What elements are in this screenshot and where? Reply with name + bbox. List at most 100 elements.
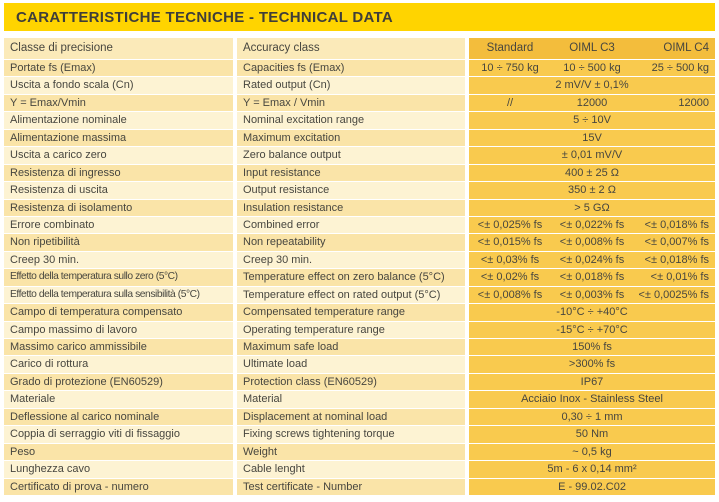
row-label-italian: Resistenza di ingresso [4,164,233,182]
value-all-columns: E - 99.02.C02 [469,478,715,495]
table-row: Effetto della temperatura sullo zero (5°… [4,269,715,286]
value-standard: <± 0,03% fs [469,251,551,269]
row-values: //12000 12000 [469,94,715,112]
row-label-italian: Alimentazione nominale [4,112,233,129]
value-oiml-c4: <± 0,018% fs [633,216,715,234]
table-row: Effetto della temperatura sulla sensibil… [4,286,715,304]
row-label-english: Temperature effect on rated output (5°C) [237,286,465,304]
value-oiml-c3: <± 0,003% fs [551,286,633,304]
value-all-columns: 150% fs [469,339,715,356]
row-label-italian: Resistenza di uscita [4,182,233,199]
row-label-english: Maximum excitation [237,129,465,147]
row-values: > 5 GΩ [469,199,715,216]
table-row: Materiale Material Acciaio Inox - Stainl… [4,391,715,408]
row-label-english: Input resistance [237,164,465,182]
value-oiml-c3: <± 0,008% fs [551,234,633,251]
row-label-english: Displacement at nominal load [237,408,465,426]
row-label-italian: Campo di temperatura compensato [4,304,233,321]
table-row: Non ripetibilità Non repeatability <± 0,… [4,234,715,251]
row-values: ± 0,01 mV/V [469,147,715,164]
row-values: ~ 0,5 kg [469,443,715,461]
row-values: 0,30 ÷ 1 mm [469,408,715,426]
value-oiml-c4: <± 0,007% fs [633,234,715,251]
row-values: 15V [469,129,715,147]
row-label-italian: Uscita a fondo scala (Cn) [4,77,233,94]
table-row: Lunghezza cavo Cable lenght 5m - 6 x 0,1… [4,461,715,478]
value-oiml-c3: <± 0,022% fs [551,216,633,234]
value-oiml-c4: <± 0,0025% fs [633,286,715,304]
row-label-italian: Grado di protezione (EN60529) [4,373,233,391]
row-label-english: Y = Emax / Vmin [237,94,465,112]
row-label-italian: Resistenza di isolamento [4,199,233,216]
row-values: <± 0,008% fs <± 0,003% fs <± 0,0025% fs [469,286,715,304]
row-label-english: Capacities fs (Emax) [237,60,465,77]
value-standard: <± 0,008% fs [469,286,551,304]
row-label-italian: Materiale [4,391,233,408]
row-label-english: Cable lenght [237,461,465,478]
row-label-italian: Lunghezza cavo [4,461,233,478]
value-standard: 10 ÷ 750 kg [469,60,551,77]
value-all-columns: 50 Nm [469,426,715,443]
table-row: Campo massimo di lavoro Operating temper… [4,321,715,338]
row-label-italian: Deflessione al carico nominale [4,408,233,426]
row-label-english: Test certificate - Number [237,478,465,495]
value-all-columns: 5m - 6 x 0,14 mm² [469,461,715,478]
row-label-italian: Y = Emax/Vmin [4,94,233,112]
row-values: 50 Nm [469,426,715,443]
row-label-italian: Non ripetibilità [4,234,233,251]
row-values: 400 ± 25 Ω [469,164,715,182]
row-label-italian: Peso [4,443,233,461]
row-values: -10°C ÷ +40°C [469,304,715,321]
row-label-italian: Campo massimo di lavoro [4,321,233,338]
value-all-columns: 15V [469,129,715,147]
value-standard: <± 0,02% fs [469,269,551,286]
table-row: Campo di temperatura compensato Compensa… [4,304,715,321]
table-row: Coppia di serraggio viti di fissaggio Fi… [4,426,715,443]
table-body: Portate fs (Emax) Capacities fs (Emax) 1… [4,60,715,495]
row-label-english: Material [237,391,465,408]
page-title: CARATTERISTICHE TECNICHE - TECHNICAL DAT… [16,8,394,26]
row-values: 5m - 6 x 0,14 mm² [469,461,715,478]
row-label-italian: Creep 30 min. [4,251,233,269]
row-label-english: Insulation resistance [237,199,465,216]
row-label-english: Ultimate load [237,356,465,373]
row-values: 350 ± 2 Ω [469,182,715,199]
table-row: Creep 30 min. Creep 30 min. <± 0,03% fs <… [4,251,715,269]
row-label-english: Rated output (Cn) [237,77,465,94]
value-all-columns: > 5 GΩ [469,199,715,216]
value-standard: <± 0,015% fs [469,234,551,251]
row-label-english: Fixing screws tightening torque [237,426,465,443]
value-oiml-c3: <± 0,018% fs [551,269,633,286]
table-row: Massimo carico ammissibile Maximum safe … [4,339,715,356]
row-label-italian: Coppia di serraggio viti di fissaggio [4,426,233,443]
table-row: Uscita a fondo scala (Cn) Rated output (… [4,77,715,94]
value-all-columns: 2 mV/V ± 0,1% [469,77,715,94]
row-label-english: Weight [237,443,465,461]
row-label-italian: Errore combinato [4,216,233,234]
row-values: E - 99.02.C02 [469,478,715,495]
column-header-oiml-c3: OIML C3 [551,38,633,59]
row-values: <± 0,015% fs <± 0,008% fs <± 0,007% fs [469,234,715,251]
value-standard: // [469,94,551,112]
value-all-columns: -10°C ÷ +40°C [469,304,715,321]
row-label-english: Creep 30 min. [237,251,465,269]
row-label-italian: Certificato di prova - numero [4,478,233,495]
table-row: Alimentazione nominale Nominal excitatio… [4,112,715,129]
row-values: <± 0,025% fs <± 0,022% fs <± 0,018% fs [469,216,715,234]
table-row: Carico di rottura Ultimate load >300% fs [4,356,715,373]
row-label-english: Temperature effect on zero balance (5°C) [237,269,465,286]
row-values: 2 mV/V ± 0,1% [469,77,715,94]
table-row: Alimentazione massima Maximum excitation… [4,129,715,147]
value-oiml-c4: 12000 [633,94,715,112]
row-label-italian: Uscita a carico zero [4,147,233,164]
value-all-columns: ~ 0,5 kg [469,443,715,461]
value-oiml-c4: <± 0,018% fs [633,251,715,269]
row-label-english: Non repeatability [237,234,465,251]
value-all-columns: 5 ÷ 10V [469,112,715,129]
table-row: Resistenza di isolamento Insulation resi… [4,199,715,216]
row-label-english: Operating temperature range [237,321,465,338]
value-oiml-c4: <± 0,01% fs [633,269,715,286]
row-label-english: Compensated temperature range [237,304,465,321]
row-values: Acciaio Inox - Stainless Steel [469,391,715,408]
